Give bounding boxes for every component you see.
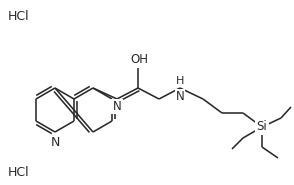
Text: HCl: HCl	[8, 9, 30, 23]
Text: OH: OH	[130, 53, 148, 66]
Text: Si: Si	[257, 120, 267, 134]
Text: HCl: HCl	[8, 166, 30, 179]
Text: N: N	[113, 100, 121, 113]
Text: N: N	[50, 136, 60, 149]
Text: H: H	[176, 76, 184, 86]
Text: N: N	[176, 90, 184, 103]
